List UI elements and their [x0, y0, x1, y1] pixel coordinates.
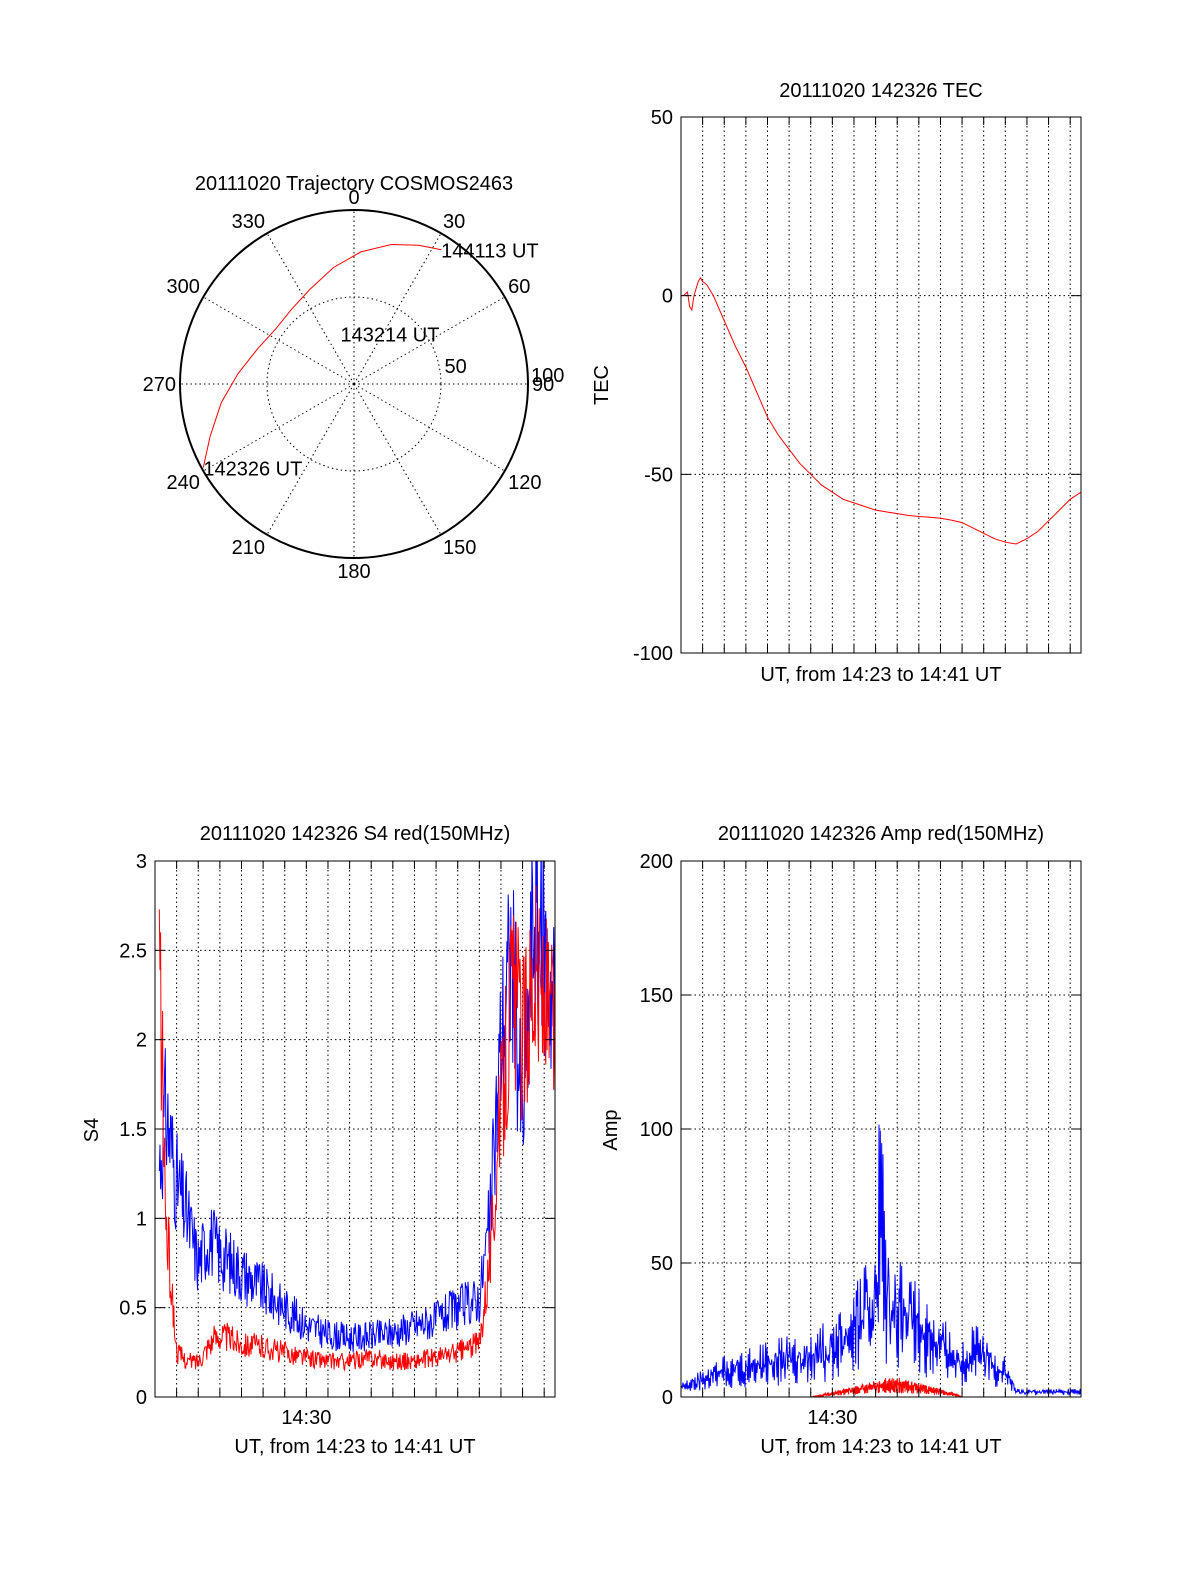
- tec-series: [682, 276, 1081, 545]
- polar-annotation-2: 142326 UT: [203, 459, 302, 481]
- polar-trajectory-panel: 20111020 Trajectory COSMOS2463 0 30 60 90 12…: [143, 173, 565, 583]
- s4-ticks: 0 0.5 1 1.5 2 2.5 3 14:30: [119, 851, 555, 1429]
- polar-radius-label-1: 100: [531, 365, 564, 387]
- polar-angle-label-9: 270: [143, 374, 176, 396]
- s4-ytick-label-1: 0.5: [119, 1298, 147, 1320]
- s4-ytick-label-0: 0: [136, 1387, 147, 1409]
- amp-series-line-0: [681, 1124, 1081, 1396]
- polar-angle-label-8: 240: [166, 472, 199, 494]
- polar-series: [202, 243, 442, 468]
- polar-title: 20111020 Trajectory COSMOS2463: [195, 173, 513, 195]
- amp-grid: [681, 860, 1081, 1398]
- polar-spoke-8: [203, 383, 355, 472]
- tec-panel: 20111020 142326 TEC -100 -50 0 50 TEC UT, f…: [591, 80, 1082, 686]
- s4-ytick-label-4: 2: [136, 1030, 147, 1052]
- s4-series-line-0: [158, 861, 555, 1353]
- polar-angle-label-4: 120: [508, 472, 541, 494]
- s4-title: 20111020 142326 S4 red(150MHz): [200, 823, 511, 845]
- polar-trajectory-line: [202, 243, 442, 468]
- amp-ytick-label-1: 50: [651, 1253, 673, 1275]
- s4-ytick-label-5: 2.5: [119, 940, 147, 962]
- tec-grid: [681, 116, 1081, 654]
- s4-panel: 20111020 142326 S4 red(150MHz) 0 0.5 1 1.5 2…: [81, 823, 556, 1458]
- s4-ytick-label-6: 3: [136, 851, 147, 873]
- s4-series-line-1: [158, 885, 555, 1372]
- polar-angle-labels: 0 30 60 90 120 150 180 210 240 270 300 330: [143, 187, 555, 583]
- polar-spoke-10: [203, 296, 355, 385]
- polar-radius-labels: 50 100: [445, 356, 565, 387]
- polar-annotation-1: 143214 UT: [340, 325, 439, 347]
- amp-xtick-label-0: 14:30: [807, 1407, 857, 1429]
- polar-angle-label-10: 300: [166, 276, 199, 298]
- tec-ytick-label-2: 0: [662, 286, 673, 308]
- tec-title: 20111020 142326 TEC: [779, 80, 983, 102]
- polar-grid: [180, 210, 528, 558]
- polar-angle-label-5: 150: [443, 537, 476, 559]
- tec-ytick-label-3: 50: [651, 107, 673, 129]
- polar-angle-label-7: 210: [232, 537, 265, 559]
- tec-plot-frame: [680, 116, 1082, 654]
- s4-xtick-label-0: 14:30: [281, 1407, 331, 1429]
- s4-ytick-label-2: 1: [136, 1208, 147, 1230]
- polar-angle-label-1: 30: [443, 211, 465, 233]
- tec-ytick-label-0: -100: [633, 643, 673, 665]
- amp-ylabel: Amp: [600, 1109, 622, 1150]
- amp-ytick-label-0: 0: [662, 1387, 673, 1409]
- amp-series-line-1: [810, 1377, 963, 1397]
- amp-ytick-label-2: 100: [640, 1119, 673, 1141]
- tec-series-line-0: [682, 276, 1081, 545]
- s4-ylabel: S4: [81, 1118, 103, 1142]
- amp-series: [681, 1124, 1081, 1397]
- tec-xlabel: UT, from 14:23 to 14:41 UT: [760, 664, 1001, 686]
- polar-angle-label-6: 180: [337, 561, 370, 583]
- s4-ytick-label-3: 1.5: [119, 1119, 147, 1141]
- amp-ytick-label-3: 150: [640, 985, 673, 1007]
- s4-xlabel: UT, from 14:23 to 14:41 UT: [234, 1436, 475, 1458]
- tec-ylabel: TEC: [591, 365, 613, 405]
- polar-angle-label-2: 60: [508, 276, 530, 298]
- polar-angle-label-0: 0: [348, 187, 359, 209]
- tec-ytick-label-1: -50: [644, 464, 673, 486]
- polar-outer-circle: [179, 209, 529, 559]
- amp-xlabel: UT, from 14:23 to 14:41 UT: [760, 1436, 1001, 1458]
- amp-ticks: 0 50 100 150 200 14:30: [640, 851, 1081, 1429]
- amp-panel: 20111020 142326 Amp red(150MHz) 0 50 100 15…: [600, 823, 1082, 1458]
- polar-ring-0: [266, 296, 442, 472]
- polar-annotations: 144113 UT 143214 UT 142326 UT: [203, 241, 538, 481]
- polar-radius-label-0: 50: [445, 356, 467, 378]
- amp-title: 20111020 142326 Amp red(150MHz): [718, 823, 1044, 845]
- polar-angle-label-11: 330: [232, 211, 265, 233]
- amp-ytick-label-4: 200: [640, 851, 673, 873]
- polar-angle-label-3: 90: [532, 374, 554, 396]
- polar-spoke-7: [266, 383, 355, 535]
- polar-spoke-11: [266, 233, 355, 385]
- polar-annotation-0: 144113 UT: [441, 241, 538, 263]
- tec-ticks: -100 -50 0 50: [633, 107, 1081, 665]
- s4-series: [158, 861, 555, 1372]
